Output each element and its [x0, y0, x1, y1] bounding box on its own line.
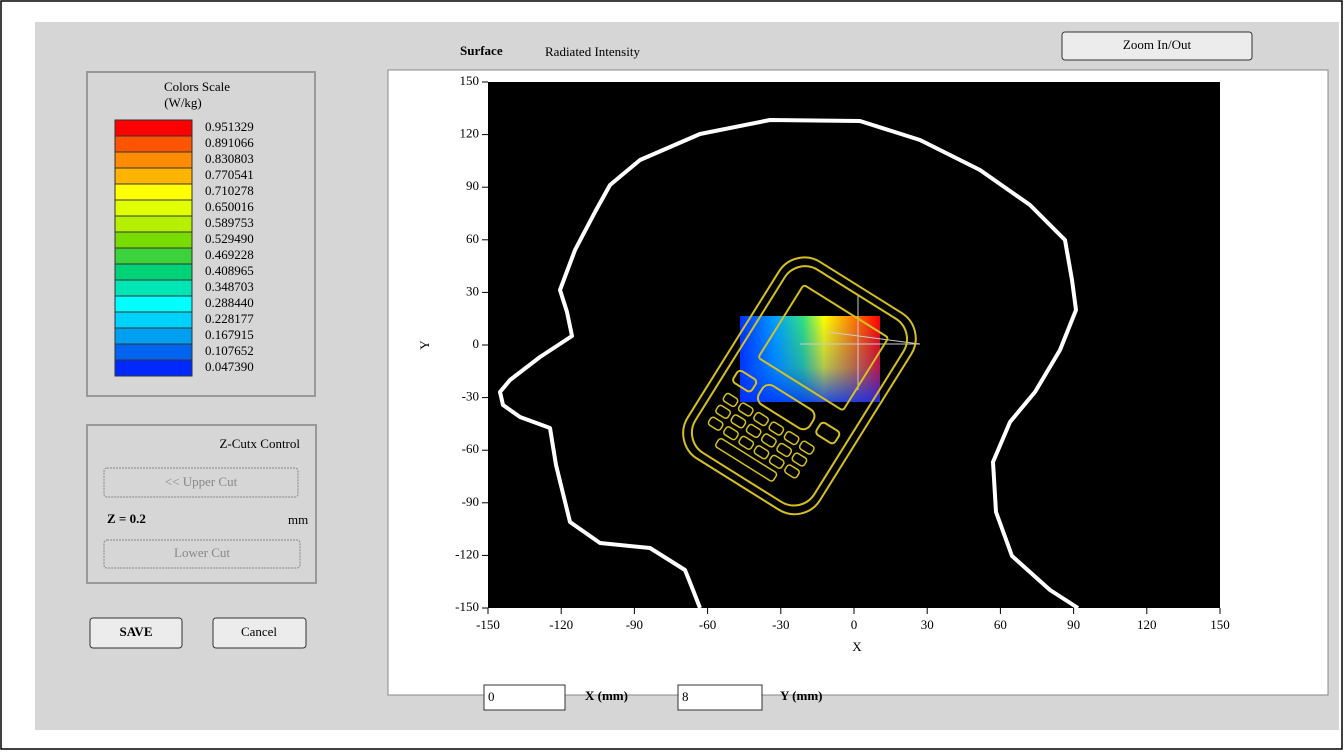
y-input-value: 8 [682, 689, 689, 704]
head-outline [498, 118, 1080, 610]
save-label: SAVE [119, 624, 152, 639]
y-axis-label: Y [417, 340, 432, 350]
color-level-label: 0.469228 [205, 247, 254, 262]
x-tick-label: -30 [772, 617, 789, 632]
y-tick-label: 120 [460, 126, 480, 141]
lower-cut-button[interactable] [103, 539, 301, 569]
color-swatch [114, 263, 193, 281]
color-swatch [114, 151, 193, 169]
color-swatch [114, 343, 193, 361]
color-swatch [114, 231, 193, 249]
color-swatch [114, 295, 193, 313]
color-level-label: 0.348703 [205, 279, 254, 294]
y-tick-label: 60 [466, 231, 479, 246]
x-tick-label: -60 [699, 617, 716, 632]
color-swatch [114, 311, 193, 329]
y-input[interactable] [677, 684, 763, 711]
zoom-button-label: Zoom In/Out [1123, 37, 1192, 52]
y-tick-label: 30 [466, 283, 479, 298]
color-swatch [114, 359, 193, 377]
z-value: Z = 0.2 [107, 511, 146, 526]
y-input-label: Y (mm) [780, 688, 822, 703]
color-level-label: 0.167915 [205, 327, 254, 342]
color-swatch [114, 135, 193, 153]
x-tick-label: 120 [1137, 617, 1157, 632]
color-swatch [114, 199, 193, 217]
color-swatch [114, 327, 193, 345]
y-tick-label: 150 [460, 73, 480, 88]
upper-cut-label: << Upper Cut [165, 474, 238, 489]
title: Radiated Intensity [545, 44, 640, 59]
x-input-value: 0 [488, 689, 495, 704]
color-level-label: 0.408965 [205, 263, 254, 278]
y-tick-label: -120 [455, 546, 479, 561]
y-tick-label: -60 [462, 441, 479, 456]
x-axis-label: X [852, 639, 862, 654]
color-level-label: 0.047390 [205, 359, 254, 374]
upper-cut-button[interactable] [103, 467, 299, 498]
phone-outline [682, 256, 917, 516]
color-level-label: 0.228177 [205, 311, 254, 326]
x-tick-label: -120 [549, 617, 573, 632]
y-tick-label: -90 [462, 494, 479, 509]
color-scale-unit: (W/kg) [164, 95, 202, 110]
z-cut-title: Z-Cutx Control [219, 436, 300, 451]
x-input[interactable] [483, 684, 566, 711]
color-level-label: 0.288440 [205, 295, 254, 310]
color-swatch [114, 167, 193, 185]
x-tick-label: 150 [1210, 617, 1230, 632]
x-tick-label: 30 [921, 617, 934, 632]
color-scale: 0.9513290.8910660.8308030.7705410.710278… [114, 119, 254, 377]
color-scale-title: Colors Scale [164, 79, 230, 94]
axes: -150 -120 -90 -60 -30 0 30 60 90 120 150 -150 -120 -9… [455, 73, 1230, 632]
color-swatch [114, 279, 193, 297]
color-level-label: 0.710278 [205, 183, 254, 198]
y-tick-label: 0 [473, 336, 480, 351]
color-level-label: 0.650016 [205, 199, 254, 214]
y-tick-label: 90 [466, 178, 479, 193]
color-level-label: 0.951329 [205, 119, 254, 134]
zoom-button[interactable] [1061, 31, 1253, 61]
color-level-label: 0.107652 [205, 343, 254, 358]
title-bold: Surface [460, 43, 503, 58]
x-tick-label: 0 [851, 617, 858, 632]
x-tick-label: 90 [1067, 617, 1080, 632]
save-button[interactable] [89, 617, 183, 649]
x-tick-label: -150 [476, 617, 500, 632]
color-swatch [114, 119, 193, 137]
cancel-button[interactable] [212, 617, 307, 649]
lower-cut-label: Lower Cut [174, 545, 230, 560]
color-level-label: 0.891066 [205, 135, 254, 150]
x-tick-label: 60 [994, 617, 1007, 632]
color-level-label: 0.770541 [205, 167, 254, 182]
cancel-label: Cancel [241, 624, 277, 639]
x-tick-label: -90 [626, 617, 643, 632]
color-swatch [114, 247, 193, 265]
color-level-label: 0.589753 [205, 215, 254, 230]
z-unit: mm [288, 512, 308, 527]
y-tick-label: -150 [455, 599, 479, 614]
color-level-label: 0.830803 [205, 151, 254, 166]
color-swatch [114, 215, 193, 233]
color-swatch [114, 183, 193, 201]
y-tick-label: -30 [462, 389, 479, 404]
x-input-label: X (mm) [585, 688, 628, 703]
color-level-label: 0.529490 [205, 231, 254, 246]
